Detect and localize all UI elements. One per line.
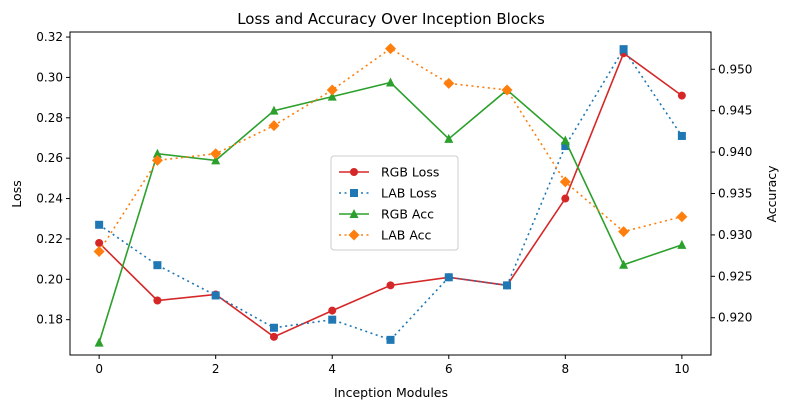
data-point-rgb-acc	[444, 133, 454, 143]
x-tick-label: 4	[328, 362, 336, 376]
data-point-rgb-acc	[560, 135, 570, 145]
data-point-lab-acc	[618, 226, 630, 238]
data-point-lab-acc	[443, 77, 455, 89]
data-point-lab-acc	[501, 84, 513, 96]
data-point-lab-loss	[619, 45, 628, 54]
data-point-rgb-acc	[619, 259, 629, 269]
right-axis: 0.920 0.925 0.930 0.935 0.940 0.945 0.950	[711, 62, 752, 325]
legend-swatch-marker	[350, 189, 358, 197]
data-point-lab-loss	[211, 291, 220, 300]
data-point-rgb-loss	[386, 281, 395, 290]
x-tick-label: 2	[212, 362, 220, 376]
legend-swatch-marker	[349, 209, 359, 218]
data-point-lab-loss	[153, 261, 162, 270]
data-point-lab-loss	[386, 335, 395, 344]
data-point-rgb-loss	[95, 238, 104, 247]
x-tick-label: 10	[674, 362, 689, 376]
series-lab-acc	[93, 43, 688, 257]
data-point-rgb-acc	[386, 77, 395, 87]
y-right-tick-label: 0.925	[718, 269, 752, 283]
legend-label: RGB Loss	[381, 165, 439, 180]
legend-entry-rgb-loss: RGB Loss	[339, 165, 439, 180]
data-point-lab-acc	[385, 43, 396, 55]
data-point-lab-loss	[95, 220, 104, 229]
x-axis: 0 2 4 6 8 10	[95, 355, 690, 376]
y-left-tick-label: 0.24	[36, 192, 63, 206]
y-left-tick-label: 0.28	[36, 111, 63, 125]
x-tick-label: 8	[561, 362, 569, 376]
legend-label: LAB Acc	[381, 228, 432, 243]
data-point-rgb-acc	[94, 337, 104, 347]
legend-label: LAB Loss	[381, 186, 437, 201]
data-point-lab-acc	[559, 176, 571, 188]
data-point-lab-loss	[561, 142, 570, 151]
data-point-rgb-acc	[677, 239, 687, 249]
data-point-lab-acc	[268, 120, 280, 132]
data-point-rgb-acc	[327, 91, 337, 101]
data-point-lab-loss	[269, 323, 278, 332]
right-axis-label: Accuracy	[764, 165, 779, 223]
x-tick-label: 0	[95, 362, 103, 376]
data-point-lab-acc	[93, 245, 105, 257]
legend-label: RGB Acc	[381, 207, 434, 222]
data-point-rgb-loss	[269, 332, 278, 341]
y-left-tick-label: 0.32	[36, 30, 63, 44]
y-left-tick-label: 0.26	[36, 151, 63, 165]
chart-title: Loss and Accuracy Over Inception Blocks	[237, 10, 545, 28]
data-point-lab-acc	[676, 211, 688, 223]
y-right-tick-label: 0.930	[718, 228, 752, 242]
data-point-lab-loss	[328, 315, 337, 324]
data-point-rgb-loss	[328, 306, 337, 315]
legend-box	[330, 155, 459, 251]
y-right-tick-label: 0.945	[718, 104, 752, 118]
data-point-lab-loss	[444, 273, 453, 282]
data-point-lab-loss	[677, 131, 686, 140]
y-right-tick-label: 0.935	[718, 187, 752, 201]
y-right-tick-label: 0.940	[718, 145, 752, 159]
legend-swatch-marker	[350, 168, 358, 176]
series-rgb-acc	[94, 77, 687, 347]
y-right-tick-label: 0.950	[718, 62, 752, 76]
left-axis-label: Loss	[9, 180, 24, 207]
data-point-lab-acc	[151, 154, 163, 166]
x-axis-label: Inception Modules	[334, 385, 448, 400]
legend-swatch-marker	[348, 229, 360, 241]
y-left-tick-label: 0.30	[36, 70, 63, 84]
series-lab-loss	[95, 45, 686, 344]
legend-entry-lab-loss: LAB Loss	[339, 186, 437, 201]
y-left-tick-label: 0.20	[36, 272, 63, 286]
legend-entry-rgb-acc: RGB Acc	[339, 207, 434, 222]
data-point-rgb-loss	[677, 91, 686, 100]
data-point-lab-acc	[210, 148, 222, 160]
y-left-tick-label: 0.18	[36, 313, 63, 327]
y-left-tick-label: 0.22	[36, 232, 63, 246]
y-right-tick-label: 0.920	[718, 311, 752, 325]
data-point-rgb-acc	[211, 155, 221, 165]
data-point-lab-acc	[326, 84, 338, 96]
legend-entry-lab-acc: LAB Acc	[339, 228, 432, 243]
data-point-rgb-loss	[153, 296, 162, 305]
left-axis: 0.18 0.20 0.22 0.24 0.26 0.28 0.30 0.32	[36, 30, 70, 327]
series-layer	[93, 43, 688, 347]
legend: RGB Loss LAB Loss RGB Acc LAB Acc	[330, 155, 459, 251]
data-point-rgb-acc	[152, 148, 162, 158]
x-tick-label: 6	[445, 362, 453, 376]
data-point-rgb-acc	[269, 105, 279, 115]
data-point-rgb-loss	[561, 194, 570, 203]
data-point-lab-loss	[503, 281, 512, 290]
